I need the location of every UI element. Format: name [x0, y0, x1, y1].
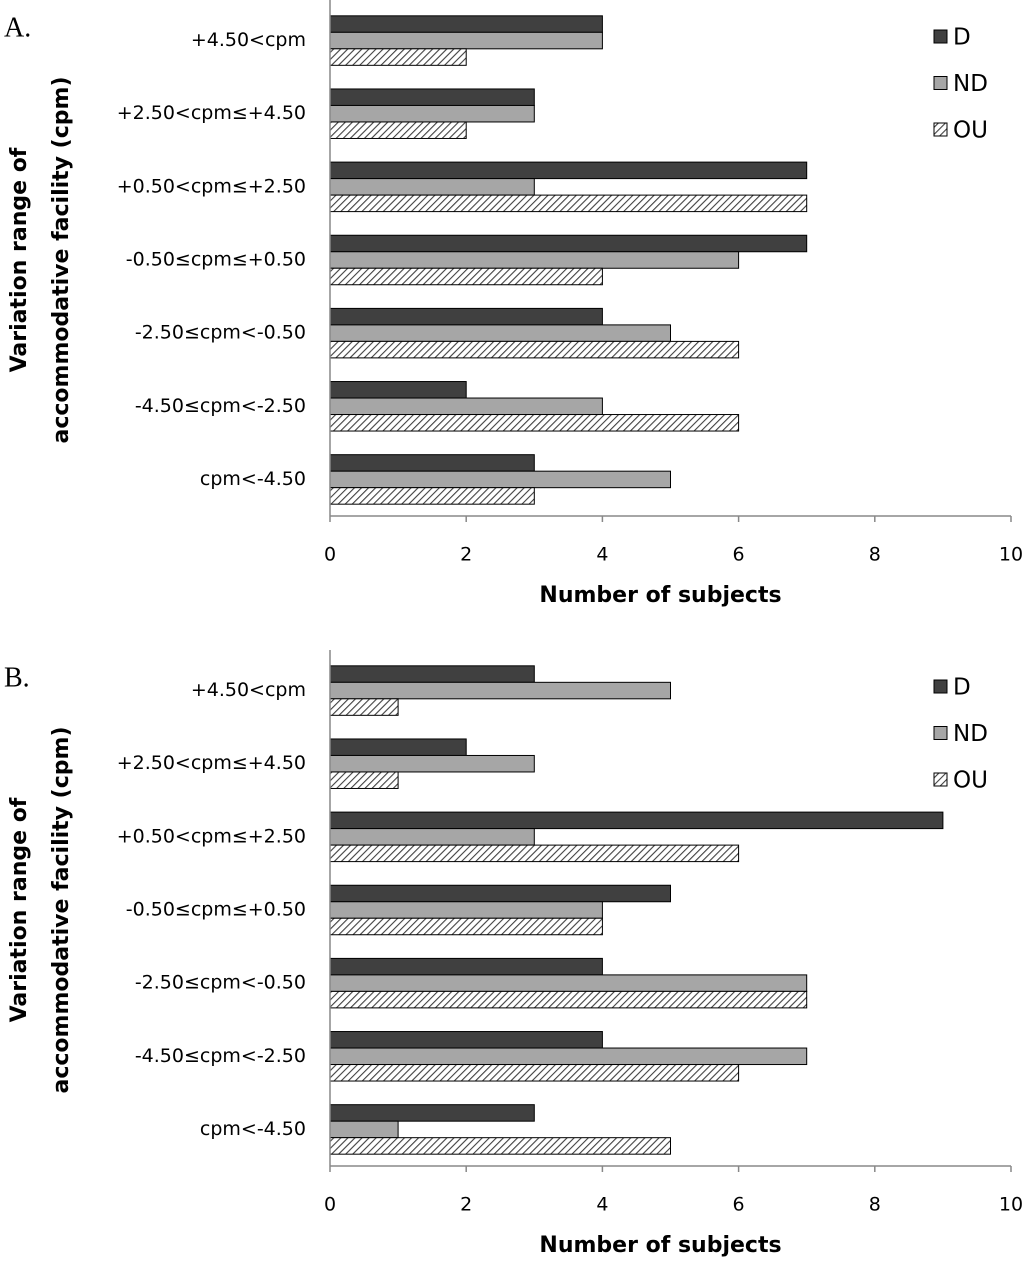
y-tick-label: -4.50≤cpm<-2.50 [135, 395, 306, 417]
bar [329, 194, 808, 213]
legend-swatch [933, 679, 948, 694]
bar [329, 1120, 399, 1139]
legend-swatch [933, 772, 948, 787]
y-axis-label: accommodative facility (cpm) [49, 727, 74, 1094]
bar [329, 665, 535, 683]
y-tick-label: +4.50<cpm [191, 679, 306, 701]
legend-swatch [933, 122, 948, 137]
x-tick-label: 6 [733, 1194, 745, 1216]
x-tick-label: 8 [869, 1194, 881, 1216]
bar [329, 487, 535, 505]
bar [329, 844, 740, 863]
y-tick-label: +2.50<cpm≤+4.50 [117, 752, 306, 774]
bar [329, 161, 808, 180]
y-tick-label: -4.50≤cpm<-2.50 [135, 1045, 306, 1067]
legend-label: D [953, 675, 971, 701]
y-tick-label: -0.50≤cpm≤+0.50 [126, 899, 306, 921]
bar [329, 121, 467, 139]
bar [329, 31, 603, 50]
bar [329, 381, 467, 399]
bar [329, 1104, 535, 1122]
bar [329, 681, 671, 700]
bar [329, 470, 671, 489]
bar [329, 251, 740, 269]
x-tick-label: 10 [999, 544, 1023, 566]
y-axis-label: accommodative facility (cpm) [49, 77, 74, 444]
x-tick-label: 4 [596, 544, 608, 566]
legend-swatch [933, 76, 948, 90]
panel-label: A. [4, 12, 31, 43]
x-tick-label: 0 [324, 1194, 336, 1216]
legend-label: ND [953, 71, 988, 97]
bar [329, 340, 740, 359]
bar [329, 957, 603, 976]
x-tick-label: 4 [596, 1194, 608, 1216]
x-tick-label: 8 [869, 544, 881, 566]
bar [329, 454, 535, 472]
y-axis-label: Variation range of [7, 147, 32, 372]
y-tick-label: cpm<-4.50 [200, 468, 306, 490]
y-tick-label: +4.50<cpm [191, 29, 306, 51]
y-tick-label: +0.50<cpm≤+2.50 [117, 175, 306, 197]
x-tick-label: 10 [999, 1194, 1023, 1216]
bar [329, 698, 399, 716]
bar [329, 1137, 671, 1155]
bar [329, 15, 603, 33]
legend-label: ND [953, 721, 988, 747]
bar [329, 1031, 603, 1049]
bar [329, 48, 467, 66]
legend-swatch [933, 29, 948, 44]
y-tick-label: -2.50≤cpm<-0.50 [135, 972, 306, 994]
bar [329, 1064, 740, 1082]
bar [329, 990, 808, 1009]
bar [329, 917, 603, 936]
legend-swatch [933, 726, 948, 740]
bar [329, 884, 671, 903]
bar [329, 88, 535, 106]
bar [329, 754, 535, 773]
legend-label: OU [953, 768, 988, 794]
x-tick-label: 2 [460, 1194, 472, 1216]
bar [329, 267, 603, 286]
panel-label: B. [4, 662, 30, 693]
y-tick-label: +2.50<cpm≤+4.50 [117, 102, 306, 124]
bar [329, 771, 399, 789]
x-axis-label: Number of subjects [539, 1233, 781, 1258]
bar [329, 178, 535, 196]
bar [329, 104, 535, 123]
y-tick-label: -0.50≤cpm≤+0.50 [126, 249, 306, 271]
bar [329, 414, 740, 432]
x-tick-label: 6 [733, 544, 745, 566]
y-tick-label: +0.50<cpm≤+2.50 [117, 825, 306, 847]
legend-label: OU [953, 118, 988, 144]
bar [329, 234, 808, 253]
bar [329, 738, 467, 756]
y-tick-label: cpm<-4.50 [200, 1118, 306, 1140]
legend-label: D [953, 25, 971, 51]
bar [329, 307, 603, 326]
bar [329, 1047, 808, 1066]
y-axis-label: Variation range of [7, 797, 32, 1022]
bar [329, 828, 535, 846]
bar [329, 324, 671, 342]
x-axis-label: Number of subjects [539, 583, 781, 608]
y-tick-label: -2.50≤cpm<-0.50 [135, 322, 306, 344]
bar [329, 901, 603, 919]
x-tick-label: 0 [324, 544, 336, 566]
x-tick-label: 2 [460, 544, 472, 566]
bar [329, 974, 808, 992]
bar [329, 811, 944, 830]
bar [329, 397, 603, 416]
